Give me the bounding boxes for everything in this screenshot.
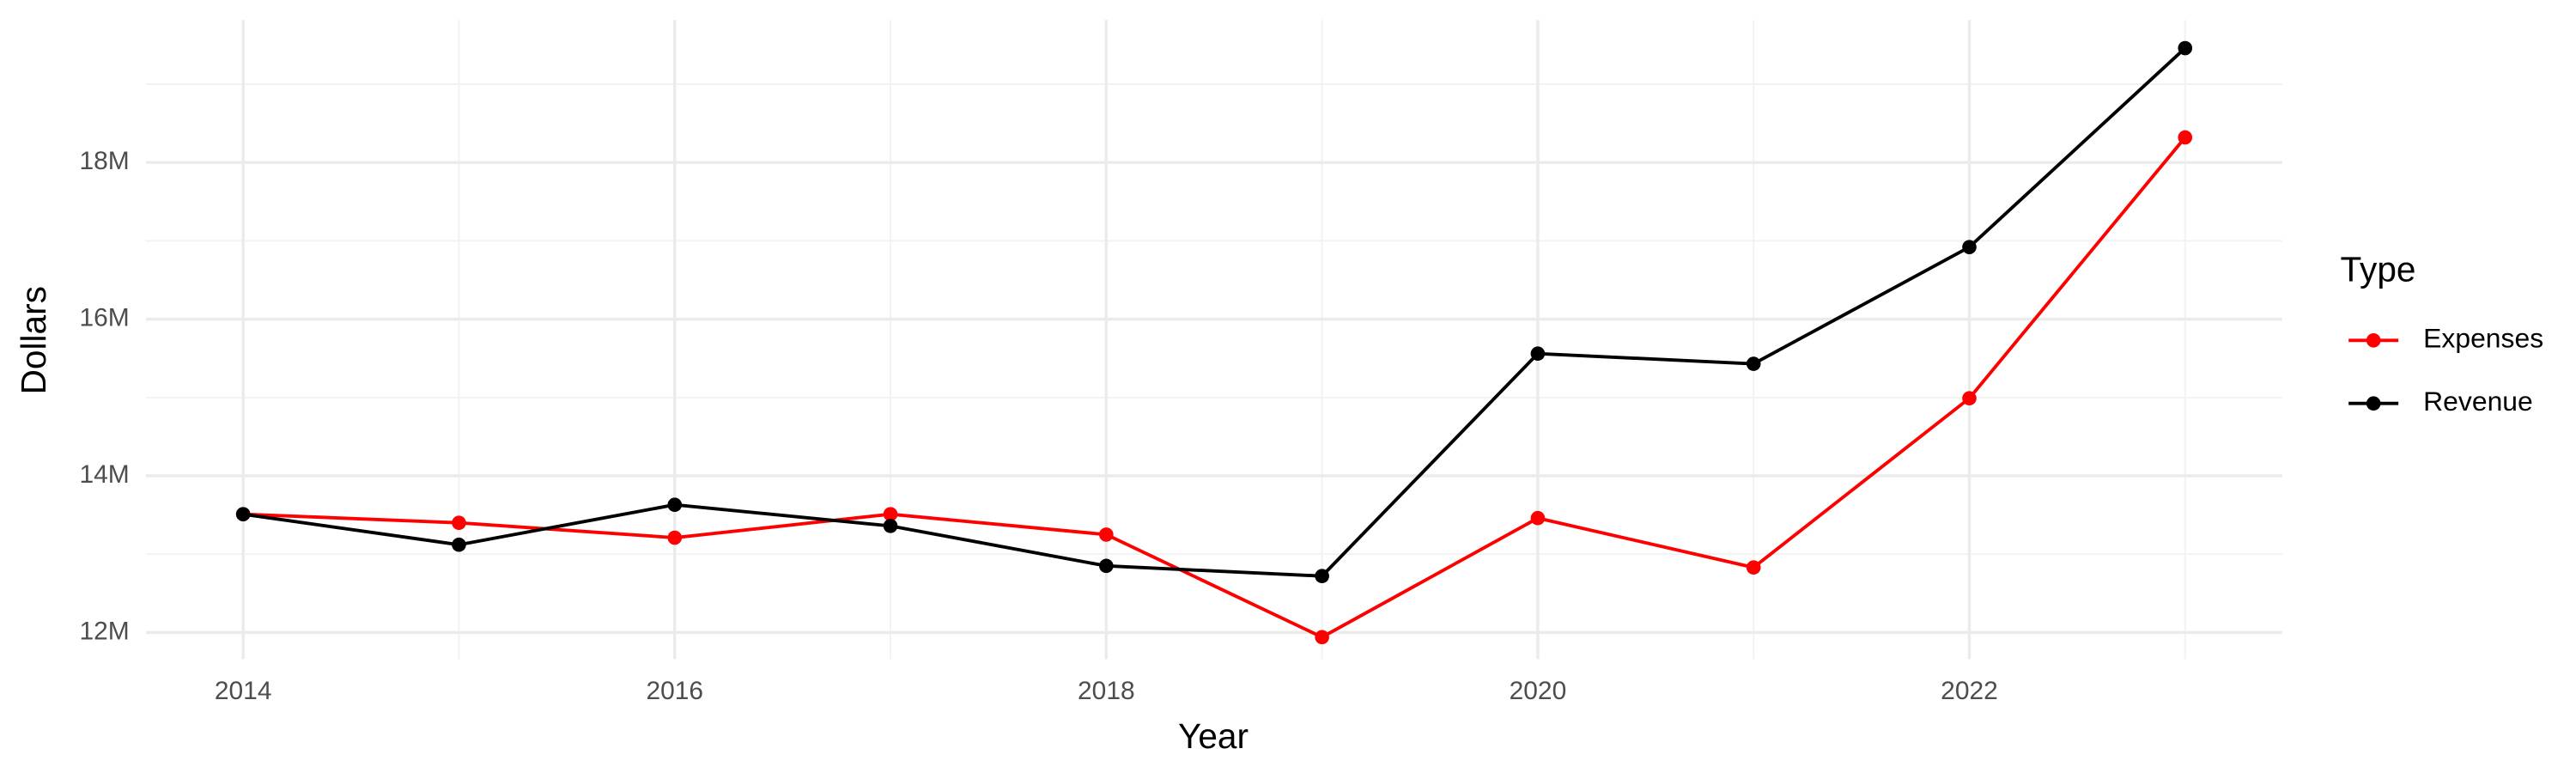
data-point: [883, 519, 898, 533]
data-point: [1962, 391, 1977, 406]
data-point: [1962, 240, 1977, 254]
y-axis-title: Dollars: [14, 286, 53, 394]
legend-key-point: [2366, 396, 2381, 411]
x-tick-label: 2020: [1510, 677, 1567, 705]
x-tick-label: 2022: [1941, 677, 1998, 705]
legend-label: Expenses: [2423, 323, 2543, 354]
data-point: [1530, 510, 1546, 526]
data-point: [2178, 40, 2193, 56]
data-point: [1315, 630, 1329, 645]
series-line: [243, 136, 2187, 640]
data-point: [2178, 130, 2193, 145]
x-tick-label: 2016: [646, 677, 703, 705]
y-tick-label: 12M: [79, 617, 129, 645]
data-point: [1530, 346, 1546, 362]
legend-label: Revenue: [2423, 386, 2533, 417]
data-point: [667, 530, 683, 545]
series-line: [242, 46, 2187, 578]
data-point: [1099, 527, 1114, 542]
data-point: [452, 537, 466, 552]
data-point: [1746, 560, 1761, 575]
data-point: [1746, 356, 1761, 371]
x-tick-label: 2018: [1078, 677, 1135, 705]
legend-key-point: [2366, 332, 2381, 348]
legend-title: Type: [2341, 250, 2416, 289]
data-point: [452, 515, 466, 531]
data-point: [667, 497, 683, 513]
data-point: [883, 507, 898, 521]
y-tick-label: 18M: [79, 147, 129, 175]
data-point: [1099, 558, 1114, 574]
y-tick-label: 14M: [79, 460, 129, 489]
y-tick-label: 16M: [79, 304, 129, 332]
x-tick-label: 2014: [215, 677, 272, 705]
x-axis-title: Year: [1178, 716, 1249, 756]
data-point: [235, 507, 251, 521]
data-point: [1315, 569, 1329, 584]
